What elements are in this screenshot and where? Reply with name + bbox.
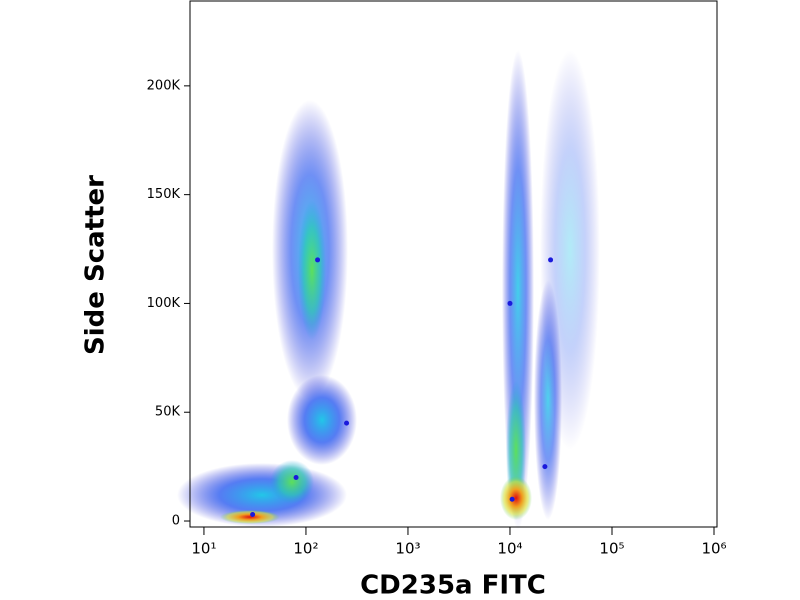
- point: [548, 257, 554, 263]
- point: [315, 257, 321, 263]
- plot-frame: [189, 0, 718, 528]
- y-axis-title: Side Scatter: [81, 175, 111, 355]
- x-tick-label: 10⁶: [701, 540, 726, 558]
- x-tick-label: 10⁴: [497, 540, 522, 558]
- x-axis-title: CD235a FITC: [360, 571, 546, 600]
- x-tick-label: 10²: [293, 540, 318, 558]
- y-tick-label: 200K: [147, 78, 181, 93]
- point: [507, 300, 513, 306]
- point: [542, 464, 548, 470]
- x-tick-label: 10¹: [191, 540, 216, 558]
- x-tick-label: 10⁵: [599, 540, 624, 558]
- point: [293, 475, 299, 481]
- y-tick-label: 0: [172, 514, 180, 529]
- y-tick-label: 100K: [147, 296, 181, 311]
- y-tick-label: 150K: [147, 187, 181, 202]
- point: [250, 511, 256, 517]
- y-tick-label: 50K: [155, 405, 181, 420]
- density-layer: [177, 50, 600, 530]
- point: [509, 496, 515, 502]
- x-tick-label: 10³: [395, 540, 420, 558]
- point: [344, 420, 350, 426]
